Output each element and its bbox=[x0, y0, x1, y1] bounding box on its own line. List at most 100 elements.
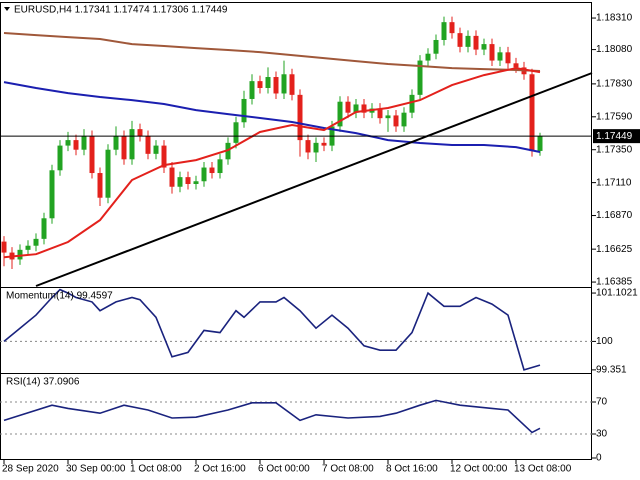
dropdown-icon bbox=[4, 7, 10, 11]
frame bbox=[0, 2, 592, 460]
y-tick-label: 100 bbox=[596, 336, 613, 347]
candle-body bbox=[441, 22, 447, 40]
candle-body bbox=[257, 81, 263, 88]
candle-body bbox=[425, 53, 431, 61]
candle-body bbox=[505, 52, 511, 64]
moving-average bbox=[3, 67, 541, 259]
candle-body bbox=[161, 145, 167, 168]
candle-body bbox=[249, 81, 255, 99]
candle-body bbox=[377, 108, 383, 119]
x-tick-label: 28 Sep 2020 bbox=[2, 464, 59, 475]
candle-body bbox=[449, 22, 455, 34]
y-tick-label: 1.18310 bbox=[596, 13, 633, 24]
indicator-line bbox=[3, 288, 541, 371]
candle-body bbox=[81, 135, 87, 150]
candle-body bbox=[41, 218, 47, 239]
candle-body bbox=[137, 129, 143, 136]
y-tick-label: 1.16385 bbox=[596, 277, 633, 288]
candle-body bbox=[65, 140, 71, 146]
y-tick-label: 1.17830 bbox=[596, 79, 633, 90]
candle-body bbox=[17, 249, 23, 260]
candle-body bbox=[417, 60, 423, 95]
y-tick-label: 1.17110 bbox=[596, 177, 632, 188]
candle-body bbox=[529, 74, 535, 152]
x-tick-label: 30 Sep 00:00 bbox=[66, 464, 126, 475]
y-tick-label: 1.18080 bbox=[596, 44, 633, 55]
candle-body bbox=[265, 77, 271, 88]
candle-body bbox=[321, 142, 327, 146]
candle-body bbox=[49, 170, 55, 219]
candle-body bbox=[289, 74, 295, 95]
x-tick-label: 6 Oct 00:00 bbox=[258, 464, 310, 475]
y-tick-label: 1.16625 bbox=[596, 244, 633, 255]
candle-body bbox=[353, 104, 359, 113]
candle-body bbox=[281, 74, 287, 94]
y-tick-label: 1.16870 bbox=[596, 210, 633, 221]
candle-body bbox=[153, 145, 159, 154]
candle-body bbox=[145, 135, 151, 154]
candle-body bbox=[273, 77, 279, 94]
candle-body bbox=[473, 35, 479, 50]
candle-body bbox=[409, 94, 415, 113]
candle-body bbox=[489, 44, 495, 61]
candle-body bbox=[129, 129, 135, 160]
candle-body bbox=[121, 135, 127, 160]
candle-body bbox=[201, 167, 207, 182]
moving-average bbox=[3, 81, 541, 153]
last-price-box bbox=[593, 129, 640, 144]
candle-body bbox=[497, 52, 503, 61]
candle-body bbox=[345, 101, 351, 113]
y-tick-label: 1.17350 bbox=[596, 144, 633, 155]
candle-body bbox=[385, 115, 391, 119]
candle-body bbox=[233, 122, 239, 143]
candle-body bbox=[73, 140, 79, 150]
y-tick-label: 101.1021 bbox=[596, 288, 638, 299]
y-tick-label: 0 bbox=[596, 453, 602, 464]
candle-body bbox=[177, 177, 183, 187]
candle-body bbox=[337, 101, 343, 127]
candle-body bbox=[361, 104, 367, 113]
trend-line bbox=[35, 72, 593, 287]
candle-body bbox=[105, 149, 111, 198]
y-tick-label: 1.17590 bbox=[596, 111, 633, 122]
candle-body bbox=[193, 181, 199, 184]
candle-body bbox=[465, 35, 471, 47]
candle-body bbox=[305, 140, 311, 153]
candle-body bbox=[313, 142, 319, 153]
x-tick-label: 2 Oct 16:00 bbox=[194, 464, 246, 475]
candle-body bbox=[297, 94, 303, 141]
candle-body bbox=[25, 245, 31, 250]
candle-body bbox=[169, 167, 175, 187]
y-tick-label: 30 bbox=[596, 429, 608, 440]
candle-body bbox=[185, 177, 191, 184]
candle-body bbox=[457, 33, 463, 47]
candle-body bbox=[241, 98, 247, 123]
candle-body bbox=[97, 173, 103, 198]
candle-body bbox=[33, 238, 39, 246]
x-tick-label: 8 Oct 16:00 bbox=[386, 464, 438, 475]
last-price-label: 1.17449 bbox=[596, 131, 633, 142]
candle-body bbox=[481, 44, 487, 50]
indicator-title: RSI(14) 37.0906 bbox=[6, 377, 80, 388]
candle-body bbox=[393, 115, 399, 127]
y-tick-label: 99.351 bbox=[596, 365, 627, 376]
candle-body bbox=[113, 135, 119, 150]
x-tick-label: 13 Oct 08:00 bbox=[514, 464, 572, 475]
chart-header: EURUSD,H4 1.17341 1.17474 1.17306 1.1744… bbox=[14, 5, 228, 16]
candle-body bbox=[433, 39, 439, 54]
x-tick-label: 1 Oct 08:00 bbox=[130, 464, 182, 475]
candle-body bbox=[513, 63, 519, 68]
candle-body bbox=[401, 112, 407, 127]
candle-body bbox=[89, 135, 95, 174]
candle-body bbox=[1, 241, 7, 253]
indicator-title: Momentum(14) 99.4597 bbox=[6, 291, 113, 302]
x-tick-label: 7 Oct 08:00 bbox=[322, 464, 374, 475]
candle-body bbox=[537, 136, 543, 151]
candle-body bbox=[209, 167, 215, 174]
moving-average bbox=[3, 32, 541, 72]
y-tick-label: 70 bbox=[596, 397, 608, 408]
candle-body bbox=[217, 159, 223, 174]
